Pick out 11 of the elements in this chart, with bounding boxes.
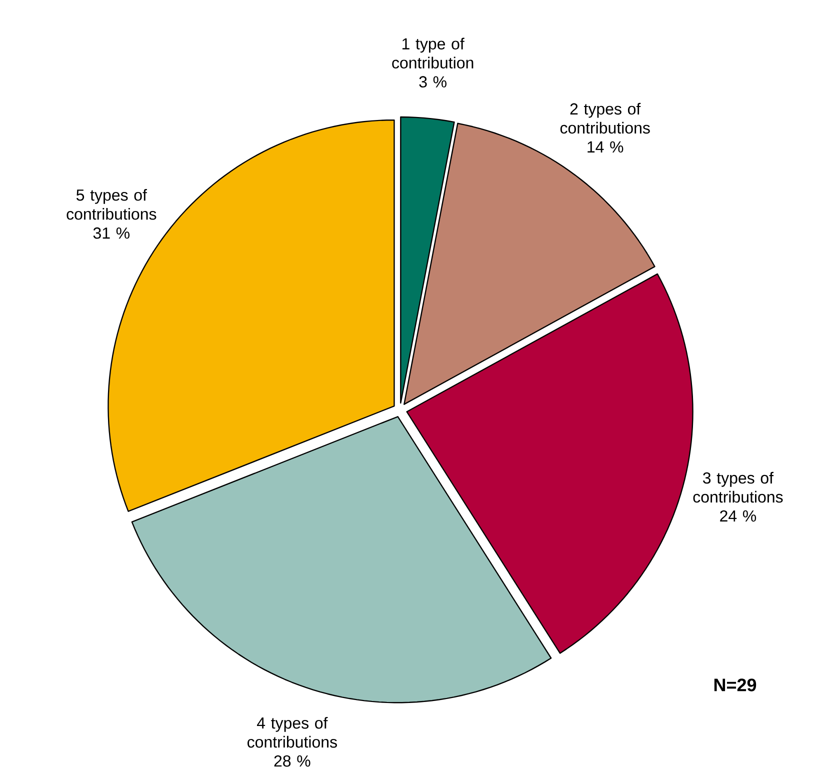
data-label: 28 % (274, 755, 310, 767)
slice-label: 3 types of contributions (693, 472, 783, 503)
data-label: 24 % (720, 510, 756, 522)
text: N=29 (714, 678, 756, 692)
slice-label: 2 types of contributions (560, 102, 650, 134)
data-label: 14 % (588, 141, 624, 153)
slice-label: 4 types of contributions (248, 716, 337, 748)
slice-label: 1 type of contribution (392, 38, 474, 68)
slice-label: 5 types of contributions (66, 189, 156, 220)
data-label: 31 % (93, 227, 130, 239)
data-label: 3 % (419, 76, 446, 88)
